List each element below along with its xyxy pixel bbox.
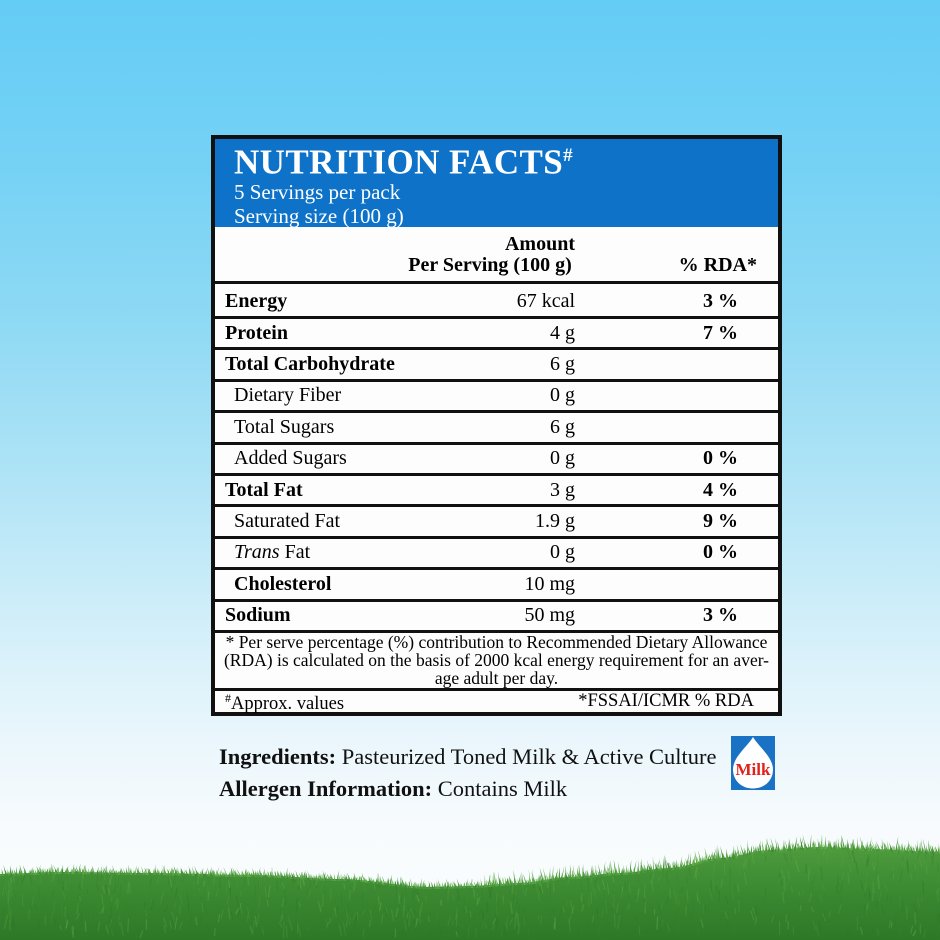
svg-text:Milk: Milk bbox=[736, 760, 771, 779]
